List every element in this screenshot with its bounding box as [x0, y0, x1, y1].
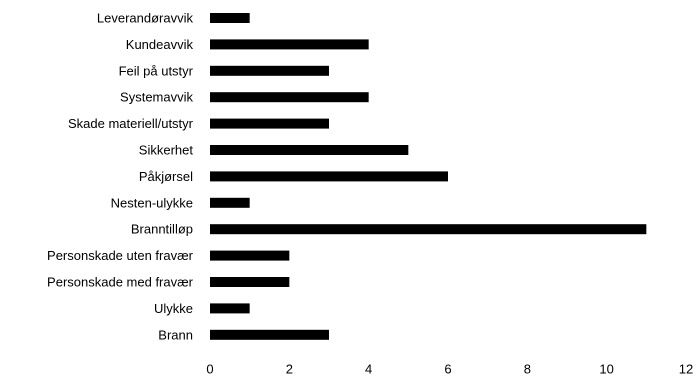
bar — [210, 303, 250, 314]
bar — [210, 39, 369, 50]
category-label: Leverandøravvik — [97, 11, 194, 26]
bar — [210, 171, 448, 182]
x-tick-label: 4 — [365, 362, 372, 376]
x-tick-label: 0 — [206, 362, 213, 376]
bar — [210, 250, 290, 261]
bar — [210, 197, 250, 208]
bar — [210, 145, 409, 155]
bar — [210, 13, 250, 23]
category-label: Nesten-ulykke — [111, 195, 193, 210]
category-label: Feil på utstyr — [119, 63, 194, 78]
category-labels: Leverandøravvik Kundeavvik Feil på utstyr S… — [47, 11, 194, 343]
bar — [210, 224, 647, 235]
x-tick-label: 6 — [444, 362, 451, 376]
category-label: Branntilløp — [131, 222, 193, 237]
bar — [210, 277, 290, 287]
category-label: Brann — [158, 327, 193, 342]
bar — [210, 65, 329, 76]
bar — [210, 329, 329, 340]
x-tick-label: 10 — [599, 362, 613, 376]
category-label: Systemavvik — [120, 90, 193, 105]
category-label: Skade materiell/utstyr — [68, 116, 194, 131]
category-label: Personskade uten fravær — [47, 248, 194, 263]
bar — [210, 92, 369, 103]
bar — [210, 118, 329, 129]
category-label: Ulykke — [154, 301, 193, 316]
category-label: Påkjørsel — [139, 169, 193, 184]
bars-layer — [210, 13, 647, 340]
x-tick-label: 2 — [286, 362, 293, 376]
x-tick-label: 8 — [524, 362, 531, 376]
category-label: Personskade med fravær — [47, 275, 194, 290]
category-label: Sikkerhet — [139, 143, 194, 158]
category-label: Kundeavvik — [126, 37, 194, 52]
x-axis-ticks: 0 2 4 6 8 10 12 — [206, 362, 693, 376]
x-tick-label: 12 — [679, 362, 693, 376]
